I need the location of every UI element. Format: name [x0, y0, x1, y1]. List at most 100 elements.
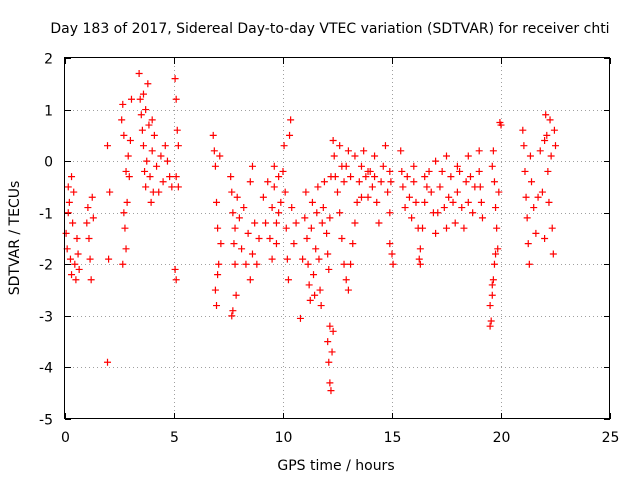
data-point: [410, 162, 418, 170]
data-point: [398, 167, 406, 175]
data-point: [464, 198, 472, 206]
data-point: [66, 255, 74, 263]
data-point: [139, 142, 147, 150]
data-point: [235, 214, 243, 222]
data-point: [334, 188, 341, 196]
data-point: [408, 214, 416, 222]
data-point: [277, 198, 285, 206]
data-point: [397, 147, 405, 155]
data-point: [214, 224, 222, 232]
data-point: [327, 387, 335, 395]
data-point: [312, 245, 320, 253]
data-point: [355, 178, 363, 186]
data-point: [386, 167, 394, 175]
data-point: [386, 209, 394, 217]
data-point: [416, 245, 424, 253]
data-point: [541, 137, 549, 145]
data-point: [521, 167, 529, 175]
data-point: [371, 173, 379, 181]
data-point: [228, 188, 236, 196]
data-point: [490, 178, 498, 186]
data-point: [72, 276, 80, 284]
data-point: [142, 183, 150, 191]
data-point: [127, 95, 135, 103]
data-point: [371, 152, 379, 160]
data-point: [248, 162, 256, 170]
data-point: [543, 131, 551, 139]
data-point: [436, 183, 444, 191]
data-point: [387, 178, 395, 186]
y-tick-label: -4: [39, 361, 53, 377]
data-point: [475, 147, 483, 155]
data-point: [550, 126, 558, 134]
data-point: [87, 276, 95, 284]
data-point: [493, 224, 501, 232]
data-point: [399, 183, 407, 191]
data-point: [209, 131, 217, 139]
data-point: [168, 183, 176, 191]
data-point: [523, 214, 531, 222]
data-point: [268, 204, 276, 212]
data-point: [353, 198, 361, 206]
data-point: [172, 95, 180, 103]
data-point: [233, 193, 241, 201]
data-point: [423, 183, 431, 191]
data-point: [475, 167, 483, 175]
data-point: [462, 178, 470, 186]
data-point: [174, 183, 182, 191]
data-points: [62, 69, 559, 395]
data-point: [144, 80, 152, 88]
data-point: [364, 167, 372, 175]
data-point: [489, 276, 497, 284]
data-point: [296, 314, 304, 322]
data-point: [86, 255, 94, 263]
data-point: [443, 152, 450, 160]
data-point: [230, 240, 238, 248]
data-point: [120, 131, 128, 139]
data-point: [317, 302, 325, 310]
data-point: [217, 240, 225, 248]
data-point: [104, 358, 112, 366]
data-point: [534, 193, 542, 201]
data-point: [213, 302, 221, 310]
x-tick-label: 25: [602, 430, 620, 446]
data-point: [338, 235, 346, 242]
data-point: [244, 229, 252, 237]
data-point: [364, 193, 372, 201]
data-point: [227, 173, 235, 181]
data-point: [416, 260, 424, 268]
data-point: [381, 142, 389, 150]
data-point: [547, 152, 555, 160]
data-point: [64, 183, 72, 191]
data-point: [347, 173, 355, 181]
data-point: [320, 178, 328, 186]
data-point: [259, 193, 267, 201]
data-point: [386, 240, 394, 248]
data-point: [123, 198, 131, 206]
y-axis-label: SDTVAR / TECUs: [7, 181, 23, 296]
data-point: [466, 173, 474, 181]
data-point: [301, 214, 309, 222]
data-point: [137, 111, 145, 119]
data-point: [495, 188, 503, 196]
data-point: [150, 131, 158, 139]
data-point: [313, 209, 321, 217]
data-point: [486, 322, 494, 330]
data-point: [325, 358, 333, 366]
data-point: [548, 224, 556, 232]
data-point: [126, 137, 134, 145]
data-point: [379, 162, 387, 170]
data-point: [143, 157, 151, 165]
data-point: [328, 348, 336, 356]
data-point: [520, 142, 528, 150]
data-point: [438, 167, 446, 175]
y-tick-label: 2: [44, 52, 53, 68]
data-point: [542, 111, 550, 119]
data-point: [419, 224, 427, 232]
data-point: [308, 198, 316, 206]
data-point: [135, 69, 143, 77]
data-point: [460, 224, 468, 232]
x-axis-label: GPS time / hours: [277, 458, 394, 474]
data-point: [344, 147, 352, 155]
data-point: [329, 327, 337, 335]
